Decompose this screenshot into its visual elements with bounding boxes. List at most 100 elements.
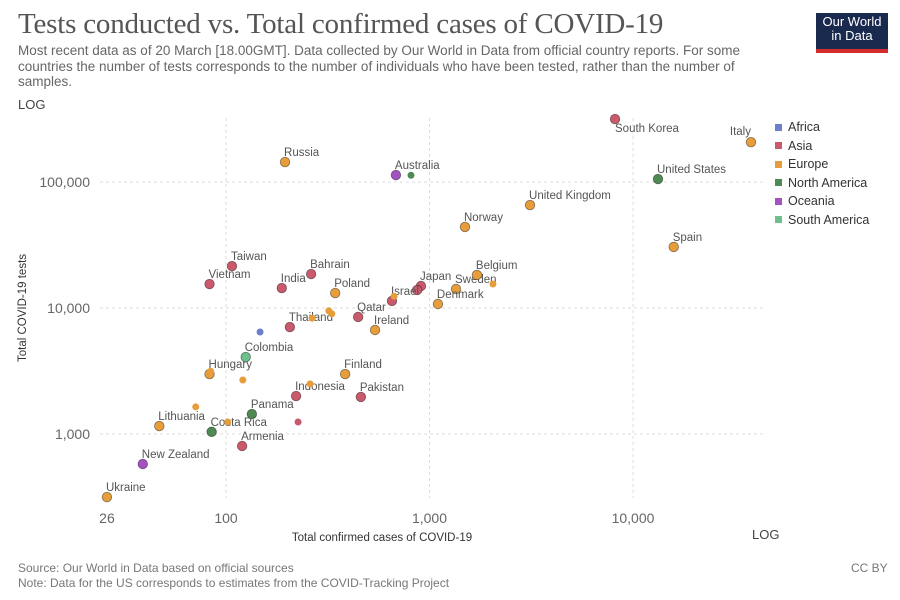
y-scale-toggle[interactable]: LOG bbox=[18, 97, 46, 112]
legend: Africa Asia Europe North America Oceania Sout… bbox=[775, 118, 869, 229]
source-text: Source: Our World in Data based on offic… bbox=[18, 561, 294, 575]
point-label: Finland bbox=[344, 359, 382, 371]
point-label: Spain bbox=[673, 232, 702, 244]
legend-item[interactable]: South America bbox=[775, 211, 869, 230]
point-label: Sweden bbox=[455, 274, 497, 286]
legend-label: Africa bbox=[788, 120, 820, 135]
data-point bbox=[369, 324, 381, 336]
legend-swatch bbox=[775, 123, 782, 131]
point-label: Vietnam bbox=[209, 269, 251, 281]
legend-item[interactable]: Africa bbox=[775, 118, 869, 137]
point-label: Belgium bbox=[476, 260, 518, 272]
data-point bbox=[329, 287, 341, 299]
data-point bbox=[226, 260, 238, 272]
data-point bbox=[279, 156, 291, 168]
note-text: Note: Data for the US corresponds to est… bbox=[18, 576, 450, 590]
data-point bbox=[609, 113, 621, 125]
data-point bbox=[432, 298, 444, 310]
data-point bbox=[745, 136, 757, 148]
data-point bbox=[352, 311, 364, 323]
data-point bbox=[652, 173, 664, 185]
data-point bbox=[407, 171, 415, 179]
x-axis-label: Total confirmed cases of COVID-19 bbox=[292, 532, 472, 544]
data-point bbox=[284, 321, 296, 333]
legend-swatch bbox=[775, 160, 782, 168]
point-label: Indonesia bbox=[295, 381, 345, 393]
y-tick-label: 100,000 bbox=[39, 174, 90, 190]
point-label: Norway bbox=[464, 212, 503, 224]
data-point bbox=[276, 282, 287, 294]
data-point bbox=[192, 403, 200, 411]
data-point bbox=[668, 241, 679, 253]
point-label: Denmark bbox=[437, 289, 484, 301]
chart-title: Tests conducted vs. Total confirmed case… bbox=[18, 8, 664, 40]
data-point bbox=[101, 491, 113, 503]
point-label: Italy bbox=[730, 126, 751, 138]
legend-swatch bbox=[775, 216, 782, 224]
y-tick-label: 10,000 bbox=[47, 300, 90, 316]
data-point bbox=[459, 221, 471, 233]
point-label: Taiwan bbox=[231, 251, 267, 263]
y-tick-label: 1,000 bbox=[55, 426, 90, 442]
point-label: Australia bbox=[395, 160, 440, 172]
x-tick-label: 100 bbox=[214, 510, 238, 526]
data-point bbox=[489, 280, 497, 288]
point-label: India bbox=[281, 273, 307, 285]
data-point bbox=[137, 458, 148, 470]
data-point bbox=[450, 283, 462, 295]
x-scale-toggle[interactable]: LOG bbox=[752, 527, 780, 542]
data-point bbox=[294, 418, 302, 426]
legend-label: Europe bbox=[788, 157, 829, 172]
x-tick-label: 10,000 bbox=[612, 510, 655, 526]
chart-subtitle: Most recent data as of 20 March [18.00GM… bbox=[18, 43, 741, 89]
y-axis-label: Total COVID-19 tests bbox=[17, 254, 29, 362]
data-point bbox=[305, 268, 317, 280]
data-point bbox=[524, 199, 536, 211]
data-point bbox=[207, 367, 215, 375]
legend-swatch bbox=[775, 142, 782, 150]
data-point bbox=[308, 314, 316, 322]
data-point bbox=[236, 440, 248, 452]
point-label: Ukraine bbox=[106, 482, 146, 494]
point-label: Poland bbox=[334, 278, 370, 290]
legend-item[interactable]: North America bbox=[775, 174, 869, 193]
legend-label: South America bbox=[788, 212, 870, 227]
x-tick-label: 1,000 bbox=[412, 510, 447, 526]
point-label: South Korea bbox=[615, 123, 680, 135]
data-point bbox=[471, 269, 483, 281]
data-point bbox=[256, 328, 264, 336]
point-label: Costa Rica bbox=[211, 417, 268, 429]
point-label: Ireland bbox=[374, 315, 409, 327]
data-point bbox=[204, 278, 215, 290]
legend-label: Asia bbox=[788, 138, 813, 153]
point-label: United States bbox=[657, 164, 726, 176]
footer-notes: Source: Our World in Data based on offic… bbox=[18, 561, 449, 591]
legend-swatch bbox=[775, 179, 782, 187]
legend-swatch bbox=[775, 197, 782, 205]
point-label: Bahrain bbox=[310, 259, 350, 271]
point-label: Russia bbox=[284, 147, 320, 159]
data-point bbox=[306, 380, 314, 388]
point-label: Colombia bbox=[245, 342, 294, 354]
legend-label: North America bbox=[788, 175, 868, 190]
legend-item[interactable]: Oceania bbox=[775, 192, 869, 211]
point-label: Lithuania bbox=[158, 411, 205, 423]
license-link[interactable]: CC BY bbox=[851, 561, 888, 575]
data-point bbox=[290, 390, 302, 402]
owid-logo[interactable]: Our World in Data bbox=[816, 13, 888, 53]
point-label: United Kingdom bbox=[529, 190, 611, 202]
point-label: Japan bbox=[420, 271, 451, 283]
data-point bbox=[246, 408, 258, 420]
data-point bbox=[154, 420, 165, 432]
data-point bbox=[355, 391, 367, 403]
data-point bbox=[390, 292, 398, 300]
legend-item[interactable]: Asia bbox=[775, 137, 869, 156]
legend-label: Oceania bbox=[788, 194, 835, 209]
point-label: Armenia bbox=[241, 431, 284, 443]
legend-item[interactable]: Europe bbox=[775, 155, 869, 174]
point-label: New Zealand bbox=[142, 449, 210, 461]
data-point bbox=[206, 426, 217, 438]
data-point bbox=[224, 418, 232, 426]
data-point bbox=[240, 351, 251, 363]
